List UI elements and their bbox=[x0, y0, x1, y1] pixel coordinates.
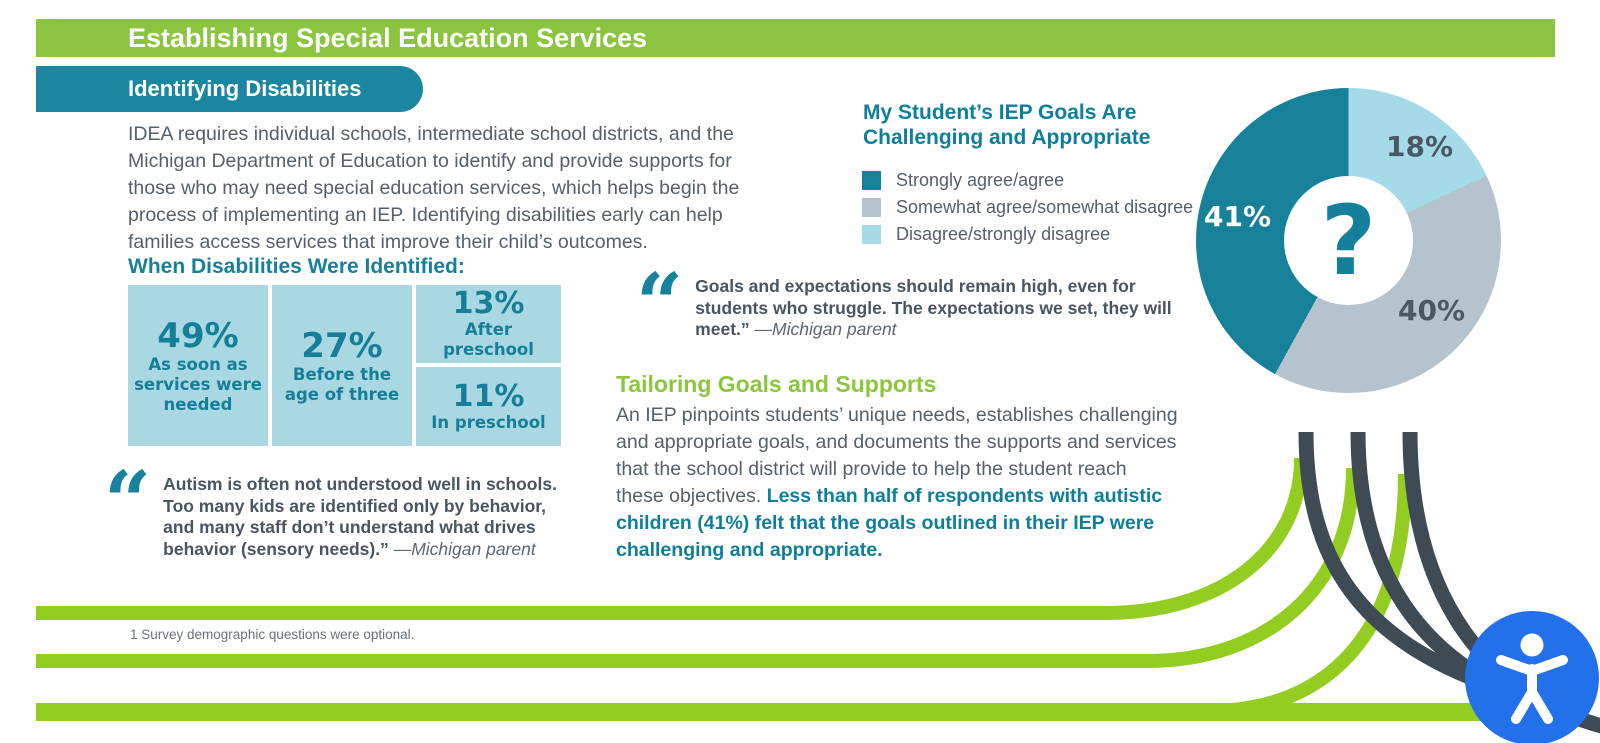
open-quote-icon: “ bbox=[104, 454, 152, 550]
quote-autism: “ Autism is often not understood well in… bbox=[104, 454, 584, 560]
intro-paragraph: IDEA requires individual schools, interm… bbox=[128, 123, 740, 253]
stat-column: 13% After preschool 11% In preschool bbox=[416, 285, 561, 446]
bottom-decoration bbox=[36, 431, 1600, 743]
legend-swatch-agree bbox=[862, 171, 881, 190]
accessibility-widget-icon[interactable] bbox=[1465, 611, 1599, 743]
tailoring-text-emphasis: Less than half of respondents with autis… bbox=[616, 485, 1163, 561]
legend-item-somewhat: Somewhat agree/somewhat disagree bbox=[862, 194, 1193, 221]
slice-label-somewhat: 40% bbox=[1398, 294, 1466, 327]
legend-label: Strongly agree/agree bbox=[896, 170, 1065, 190]
tailoring-paragraph: An IEP pinpoints students’ unique needs,… bbox=[616, 402, 1178, 564]
legend-label: Disagree/strongly disagree bbox=[896, 224, 1111, 244]
stat-box-before-three: 27% Before the age of three bbox=[272, 285, 412, 446]
page-title-bar: Establishing Special Education Services bbox=[36, 19, 1555, 57]
stat-label: As soon as services were needed bbox=[134, 354, 262, 414]
section-tab-label: Identifying Disabilities bbox=[128, 76, 362, 101]
page-title: Establishing Special Education Services bbox=[128, 22, 648, 53]
legend-label: Somewhat agree/somewhat disagree bbox=[896, 197, 1194, 217]
stats-grid: 49% As soon as services were needed 27% … bbox=[128, 285, 561, 446]
quote-attribution: —Michigan parent bbox=[393, 538, 536, 559]
stat-value: 11% bbox=[452, 378, 525, 414]
quote-body: Autism is often not understood well in s… bbox=[163, 474, 557, 559]
identified-heading: When Disabilities Were Identified: bbox=[128, 255, 465, 278]
chart-title: My Student’s IEP Goals Are Challenging a… bbox=[863, 101, 1151, 149]
donut-center: ? bbox=[1284, 176, 1413, 305]
stat-label: In preschool bbox=[431, 412, 546, 432]
quote-text: Autism is often not understood well in s… bbox=[163, 474, 573, 560]
legend-swatch-disagree bbox=[862, 225, 881, 244]
footnote: 1 Survey demographic questions were opti… bbox=[130, 627, 415, 642]
stat-value: 13% bbox=[452, 286, 525, 321]
quote-attribution: —Michigan parent bbox=[754, 319, 897, 339]
tailoring-heading: Tailoring Goals and Supports bbox=[616, 371, 937, 397]
slice-label-agree: 41% bbox=[1204, 200, 1272, 233]
chart-legend: Strongly agree/agree Somewhat agree/some… bbox=[862, 167, 1193, 248]
quote-text: Goals and expectations should remain hig… bbox=[695, 276, 1180, 341]
slice-label-disagree: 18% bbox=[1386, 130, 1454, 163]
legend-swatch-somewhat bbox=[862, 198, 881, 217]
stat-value: 49% bbox=[157, 315, 239, 356]
open-quote-icon: “ bbox=[636, 256, 684, 352]
question-mark-icon: ? bbox=[1320, 184, 1377, 297]
donut-chart: 18% 40% 41% ? bbox=[1196, 88, 1501, 393]
green-stripe-curves bbox=[36, 457, 1544, 721]
tailoring-text-normal: An IEP pinpoints students’ unique needs,… bbox=[616, 404, 1178, 507]
stat-value: 27% bbox=[301, 325, 383, 366]
legend-item-disagree: Disagree/strongly disagree bbox=[862, 221, 1193, 248]
stat-label: After preschool bbox=[443, 320, 534, 359]
section-tab: Identifying Disabilities bbox=[36, 66, 423, 112]
stat-box-in-preschool: 11% In preschool bbox=[416, 367, 561, 446]
person-legs bbox=[1511, 687, 1553, 724]
stat-box-services-needed: 49% As soon as services were needed bbox=[128, 285, 268, 446]
quote-body: Goals and expectations should remain hig… bbox=[695, 276, 1172, 339]
stat-label: Before the age of three bbox=[284, 364, 400, 404]
quote-goals: “ Goals and expectations should remain h… bbox=[636, 256, 1181, 352]
person-head bbox=[1520, 633, 1544, 657]
stat-box-after-preschool: 13% After preschool bbox=[416, 285, 561, 363]
legend-item-agree: Strongly agree/agree bbox=[862, 167, 1193, 194]
